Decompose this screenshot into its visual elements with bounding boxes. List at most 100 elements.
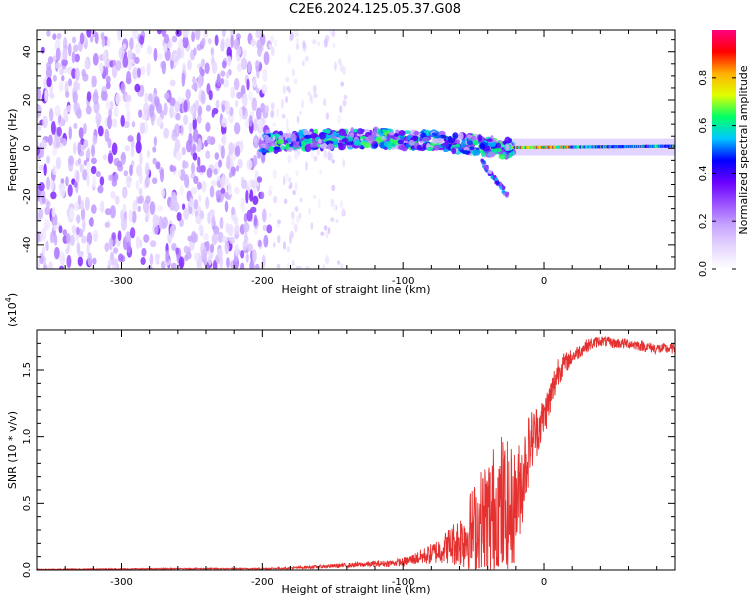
heatmap-cell <box>120 82 126 95</box>
heatmap-cell <box>276 107 280 117</box>
heatmap-cell <box>286 118 289 129</box>
heatmap-cell <box>136 132 141 145</box>
heatmap-cell <box>61 59 68 67</box>
heatmap-cell <box>188 205 193 215</box>
heatmap-cell <box>209 209 215 216</box>
heatmap-cell <box>473 149 481 156</box>
heatmap-cell <box>117 230 122 242</box>
heatmap-cell <box>86 232 93 246</box>
heatmap-cell <box>285 77 290 83</box>
heatmap-cell <box>189 105 195 115</box>
heatmap-cell <box>337 143 346 151</box>
snr-y-axis: 0.0 0.5 1.0 1.5 <box>22 329 675 578</box>
heatmap-cell <box>313 194 317 199</box>
heatmap-cell <box>127 49 133 61</box>
heatmap-cell <box>144 162 150 177</box>
heatmap-cell <box>193 175 199 185</box>
heatmap-cell <box>154 225 159 235</box>
heatmap-cell <box>180 124 184 136</box>
heatmap-cell <box>146 45 153 55</box>
heatmap-cell <box>402 137 408 142</box>
page-title: C2E6.2024.125.05.37.G08 <box>288 2 462 17</box>
heatmap-cell <box>226 257 230 269</box>
heatmap-cell <box>46 30 51 37</box>
heatmap-cell <box>204 62 210 75</box>
heatmap-cell <box>295 265 299 269</box>
heatmap-cell <box>114 173 119 182</box>
heatmap-cell <box>97 125 104 137</box>
heatmap-cell <box>115 60 122 71</box>
heatmap-cell <box>110 190 116 199</box>
heatmap-cell <box>113 247 119 254</box>
heatmap-cell <box>323 225 328 231</box>
heatmap-cell <box>182 30 189 38</box>
heatmap-cell <box>218 159 223 168</box>
heatmap-cell <box>45 66 52 79</box>
heatmap-cell <box>79 163 85 174</box>
heatmap-cell <box>132 200 138 212</box>
heatmap-cell <box>263 51 270 65</box>
heatmap-cell <box>194 30 201 41</box>
snr-x-label: Height of straight line (km) <box>281 583 430 596</box>
x-tick-label: 0 <box>541 577 547 588</box>
heatmap-cell <box>37 259 41 269</box>
heatmap-cell <box>293 78 298 85</box>
heatmap-cell <box>325 112 330 120</box>
x-tick-label: -300 <box>110 276 133 287</box>
heatmap-cell <box>339 199 344 209</box>
heatmap-cell <box>104 208 112 216</box>
heatmap-cell <box>126 109 131 124</box>
heatmap-cell <box>272 242 276 248</box>
heatmap-cell <box>115 92 122 106</box>
heatmap-cell <box>40 139 47 151</box>
heatmap-cell <box>47 56 54 65</box>
heatmap-cell <box>65 232 71 244</box>
heatmap-cell <box>197 137 202 152</box>
heatmap-cell <box>193 252 199 262</box>
heatmap-cell <box>48 261 54 269</box>
heatmap-cell <box>322 98 327 107</box>
heatmap-cell <box>496 147 502 152</box>
heatmap-cell <box>73 201 80 212</box>
heatmap-cell <box>59 186 66 198</box>
heatmap-cell <box>69 234 75 246</box>
heatmap-cell <box>422 137 430 142</box>
heatmap-cell <box>256 176 263 183</box>
heatmap-cell <box>109 205 116 219</box>
heatmap-cell <box>220 145 225 159</box>
heatmap-cell <box>256 87 260 94</box>
heatmap-cell <box>286 85 291 92</box>
heatmap-cell <box>200 68 205 77</box>
heatmap-cell <box>52 74 57 82</box>
heatmap-cell <box>169 97 176 107</box>
heatmap-cell <box>386 142 393 150</box>
heatmap-cell <box>37 122 42 132</box>
heatmap-cell <box>178 256 185 269</box>
heatmap-cell <box>433 144 440 151</box>
heatmap-cell <box>124 145 131 152</box>
heatmap-cell <box>484 165 489 170</box>
heatmap-cell <box>322 263 326 269</box>
heatmap-cell <box>143 102 150 116</box>
heatmap-cell <box>248 91 253 101</box>
snr-series-line <box>37 336 675 570</box>
heatmap-cell <box>157 53 163 60</box>
heatmap-cell <box>82 218 86 232</box>
heatmap-cell <box>505 143 510 151</box>
heatmap-cell <box>285 95 288 104</box>
heatmap-cell <box>44 206 51 216</box>
heatmap-cell <box>298 212 302 219</box>
heatmap-cell <box>285 143 290 151</box>
heatmap-cell <box>104 221 110 228</box>
heatmap-cell <box>206 135 212 145</box>
heatmap-cell <box>426 146 433 152</box>
heatmap-cell <box>207 38 212 45</box>
heatmap-cell <box>215 99 220 109</box>
heatmap-cell <box>128 209 133 223</box>
heatmap-cell <box>211 214 215 228</box>
heatmap-cell <box>290 133 297 142</box>
heatmap-cell <box>209 243 215 253</box>
heatmap-cell <box>189 197 194 208</box>
heatmap-cell <box>309 93 313 102</box>
